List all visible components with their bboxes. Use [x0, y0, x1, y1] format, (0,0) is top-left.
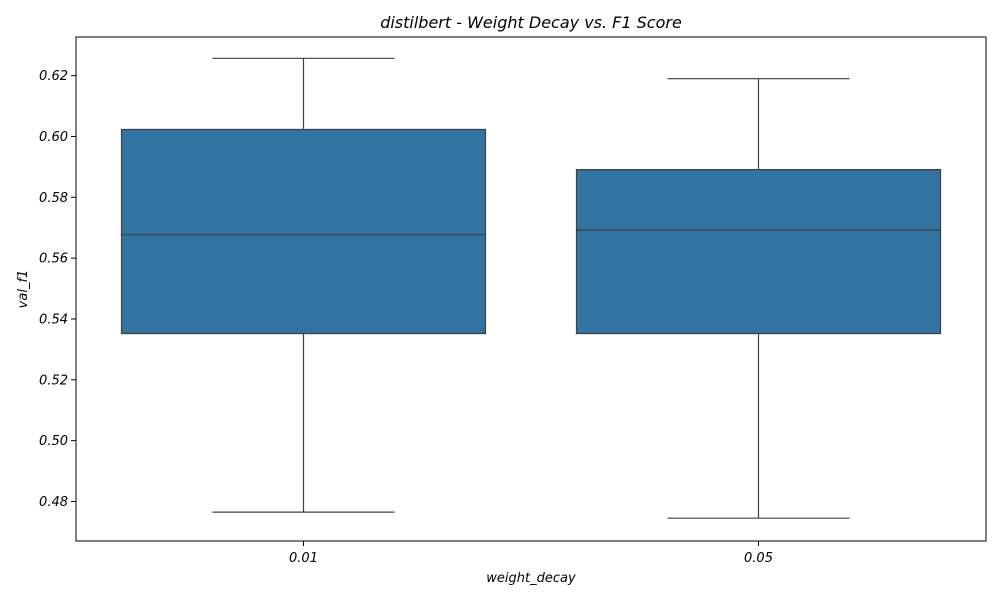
y-tick-label: 0.50	[39, 434, 68, 449]
x-tick-label: 0.05	[744, 551, 773, 566]
chart-title: distilbert - Weight Decay vs. F1 Score	[380, 13, 682, 32]
y-tick-label: 0.58	[39, 191, 68, 206]
x-tick-label: 0.01	[289, 551, 318, 566]
box-iqr	[120, 128, 487, 335]
y-tick-label: 0.60	[39, 130, 68, 145]
y-tick-label: 0.54	[39, 312, 68, 327]
plot-area: 0.48 0.50 0.52 0.54 0.56 0.58 0.60 0.62 0.01 0.05	[39, 36, 987, 566]
x-axis-label: weight_decay	[486, 571, 576, 586]
y-tick-label: 0.62	[39, 69, 68, 84]
y-tick-label: 0.52	[39, 373, 68, 388]
y-tick-label: 0.56	[39, 252, 68, 267]
y-axis-label: val_f1	[16, 270, 31, 309]
plot-frame	[75, 36, 987, 542]
y-tick-label: 0.48	[39, 495, 68, 510]
box-iqr	[575, 169, 942, 335]
